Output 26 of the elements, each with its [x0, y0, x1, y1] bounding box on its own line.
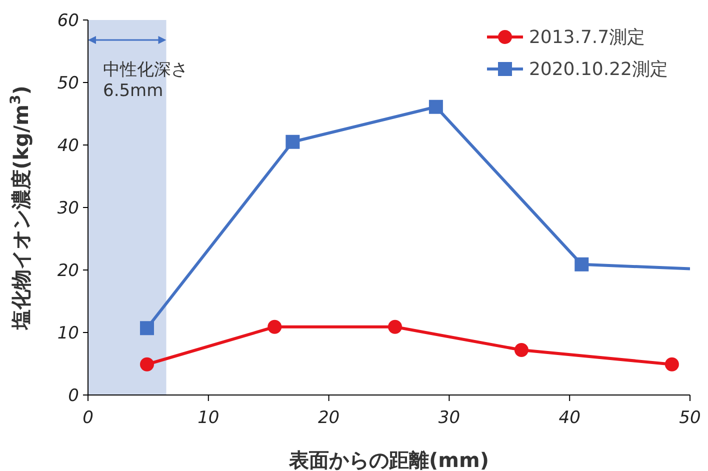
- point: [140, 321, 154, 336]
- y-tick-label: 20: [57, 261, 79, 282]
- point: [140, 357, 154, 372]
- band-label: 中性化深さ 6.5mm: [103, 60, 188, 101]
- x-tick-label: 0: [82, 408, 94, 428]
- point: [664, 357, 679, 372]
- y-tick-label: 10: [57, 324, 79, 344]
- point: [268, 320, 282, 334]
- point: [286, 134, 300, 149]
- y-tick-label: 40: [57, 136, 79, 156]
- y-tick-label: 60: [57, 11, 79, 32]
- y-tick-label: 0: [68, 386, 79, 406]
- x-tick-label: 40: [558, 408, 580, 428]
- x-tick-label: 10: [198, 408, 220, 428]
- x-tick-label: 30: [438, 408, 460, 428]
- x-tick-label: 20: [318, 408, 340, 428]
- legend-label: 2020.10.22測定: [528, 58, 668, 81]
- y-tick-label: 30: [57, 198, 79, 219]
- legend-label: 2013.7.7測定: [528, 26, 646, 49]
- x-tick-label: 50: [679, 408, 701, 428]
- x-axis-title: 表面からの距離(mm): [288, 448, 489, 471]
- point: [388, 320, 402, 334]
- point: [428, 100, 443, 114]
- y-tick-label: 50: [57, 74, 79, 94]
- point: [514, 343, 528, 357]
- point: [574, 257, 589, 272]
